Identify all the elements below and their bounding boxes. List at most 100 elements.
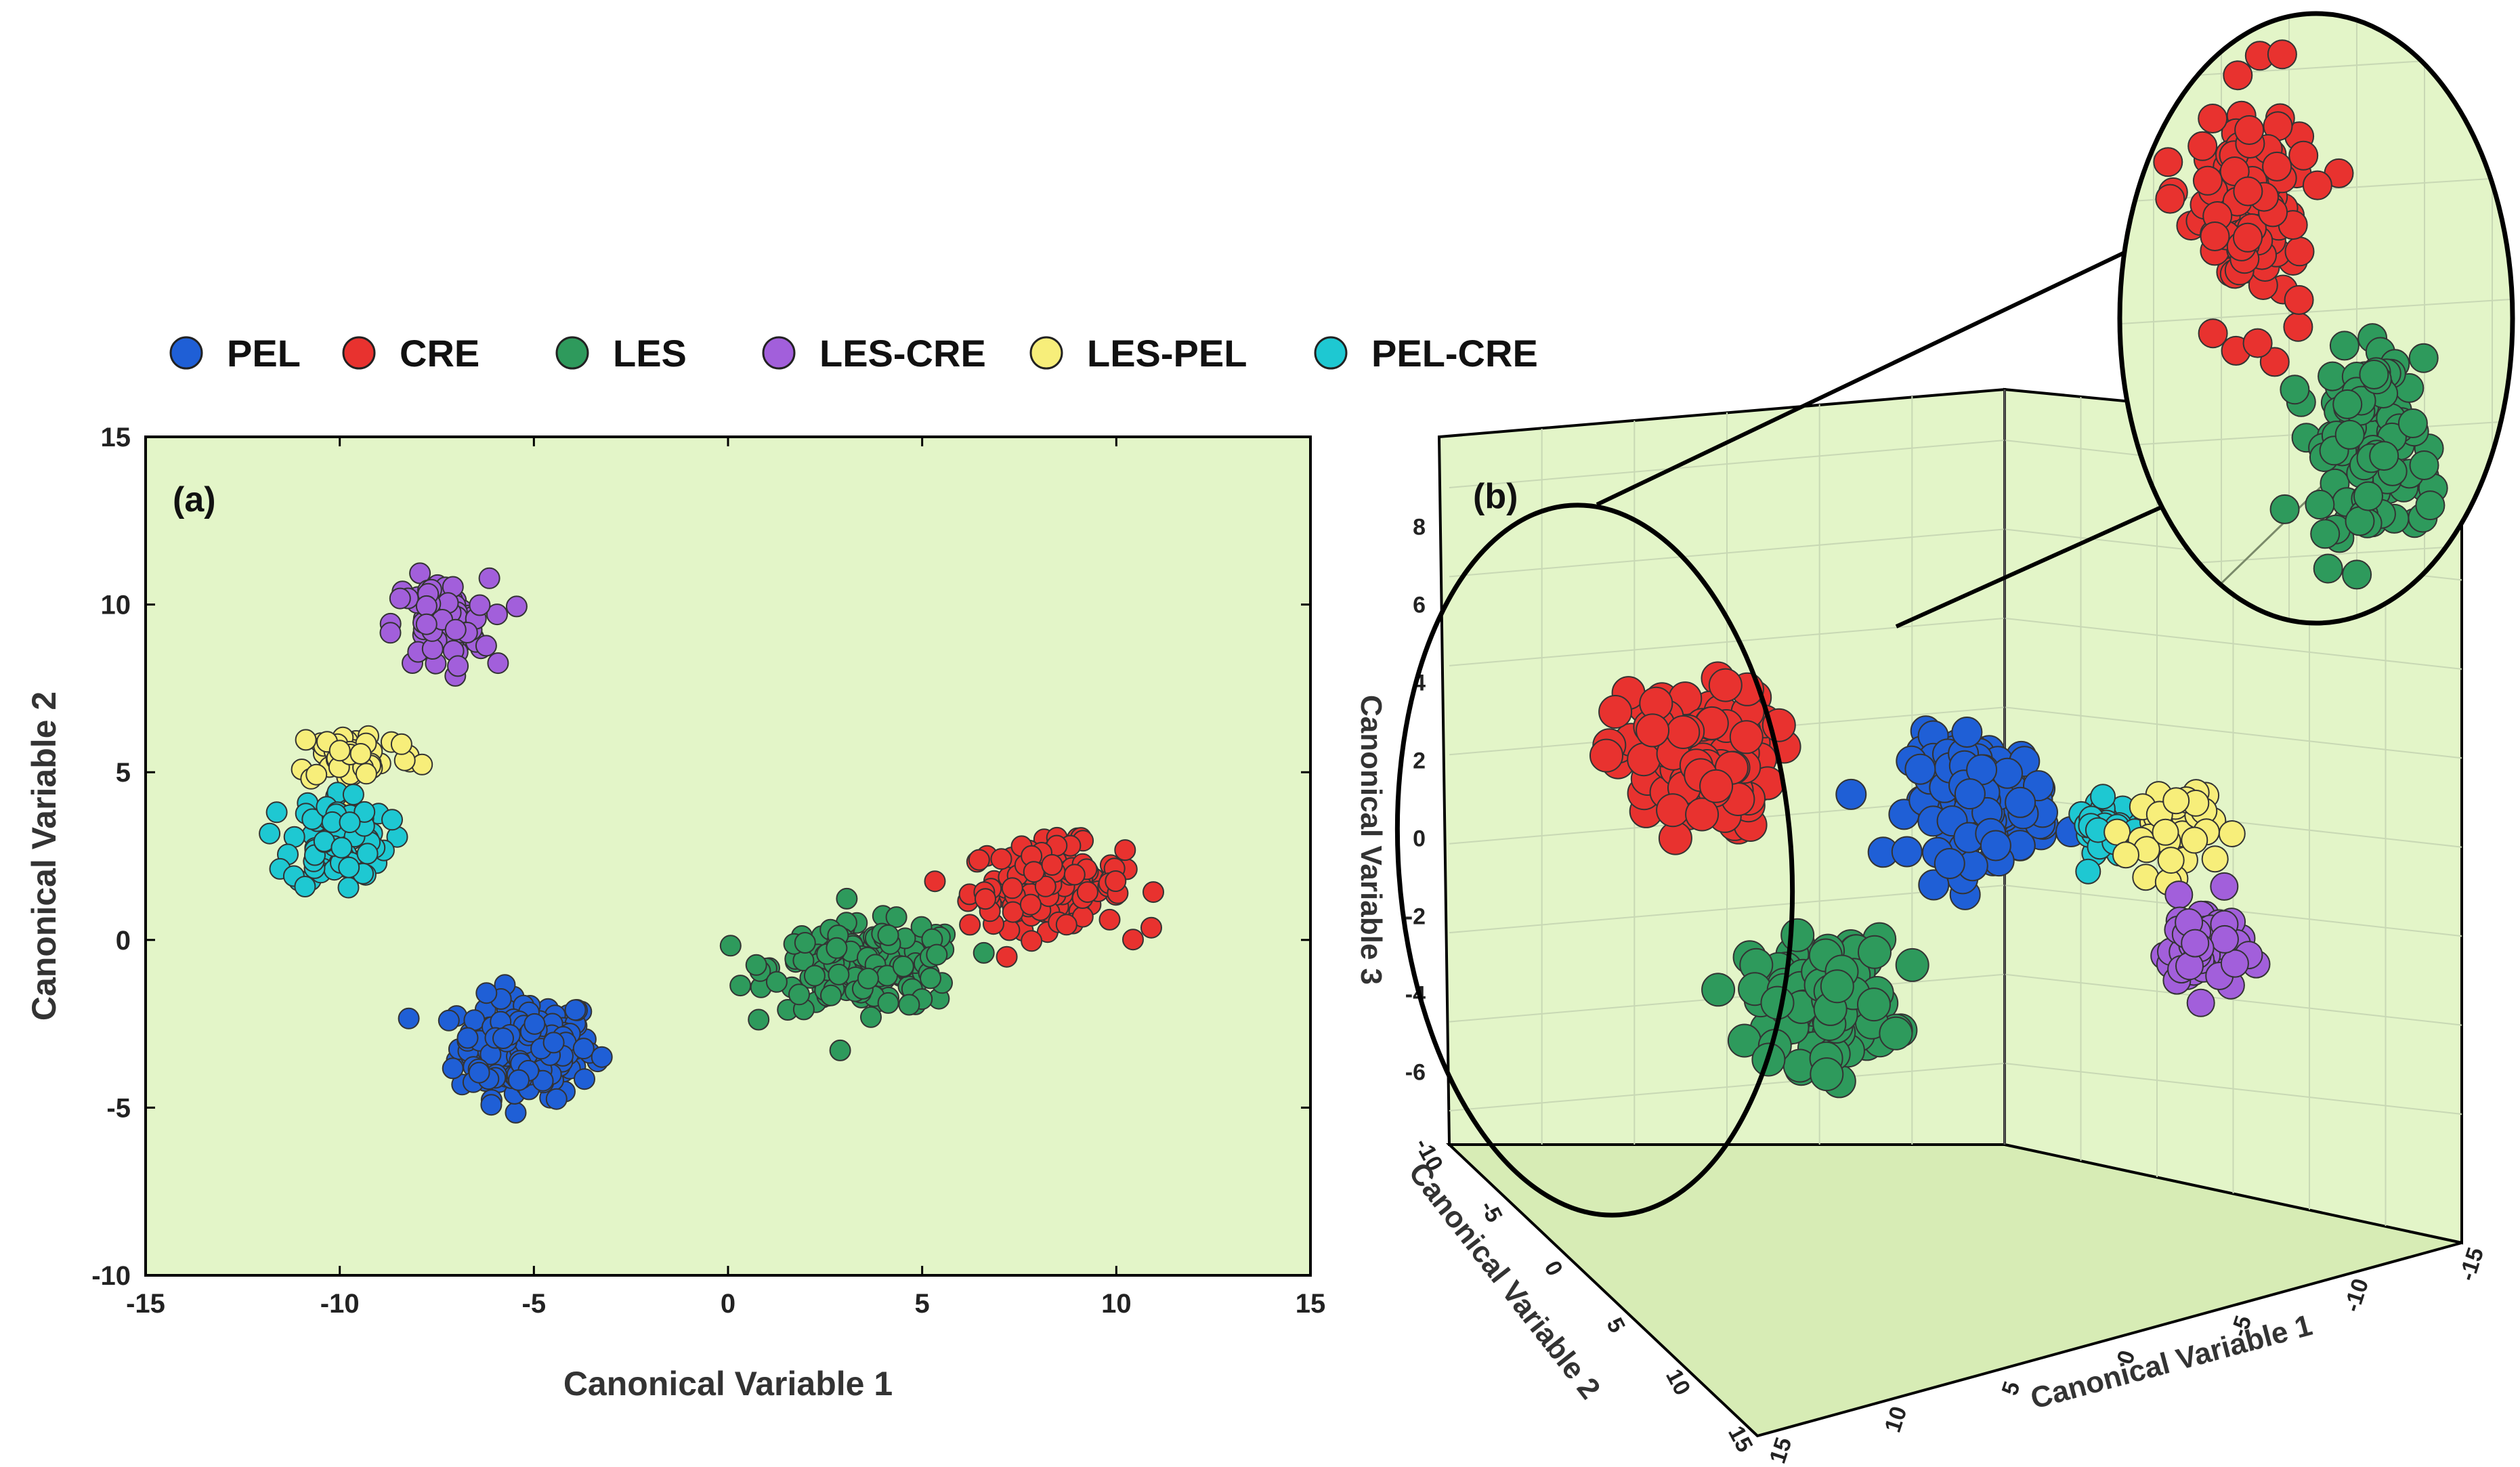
point-b-cre: [1589, 738, 1623, 773]
point-a-les-pel: [295, 729, 317, 751]
panel-a-y-tick-label: -10: [91, 1261, 131, 1291]
point-a-les-cre: [478, 567, 500, 589]
zoom-point-cre: [2259, 347, 2290, 377]
point-a-pel: [437, 1009, 460, 1032]
point-b-pel: [1954, 778, 1986, 810]
point-a-les: [877, 992, 899, 1014]
highlight-ellipse: [1394, 503, 1795, 1218]
point-b-les: [1820, 969, 1854, 1004]
zoom-point-cre: [2234, 115, 2265, 145]
point-b-les: [1879, 1016, 1913, 1050]
point-a-pel: [456, 1027, 479, 1049]
panel-b-z-tick-label: -2: [1405, 904, 1426, 930]
point-a-cre: [1001, 877, 1023, 899]
point-a-pel-cre: [338, 856, 360, 878]
point-b-les: [1857, 987, 1891, 1022]
point-b-cre: [1685, 797, 1720, 832]
zoom-point-les: [2334, 419, 2365, 450]
point-a-cre: [1021, 930, 1043, 952]
point-a-les: [920, 967, 941, 990]
point-a-cre: [968, 849, 990, 871]
panel-b-z-tick-label: 2: [1413, 748, 1426, 774]
zoom-point-les: [2408, 343, 2439, 373]
zoom-point-les: [2415, 490, 2446, 521]
point-a-cre: [975, 888, 996, 910]
point-a-cre: [1063, 864, 1086, 886]
panel-b-y-tick-label: 5: [1601, 1314, 1629, 1338]
point-b-cre: [1656, 793, 1690, 828]
point-b-les-cre: [2220, 949, 2249, 978]
point-a-cre: [1114, 839, 1136, 862]
point-a-cre: [1019, 893, 1042, 916]
zoom-point-cre: [2187, 131, 2218, 161]
point-a-les: [748, 1008, 770, 1031]
point-b-les-pel: [2132, 864, 2160, 891]
panel-a-x-tick-label: -15: [126, 1289, 165, 1319]
panel-a-y-tick-label: 10: [101, 591, 131, 620]
point-b-les: [1780, 918, 1815, 952]
point-a-les-pel: [390, 733, 412, 755]
point-a-les: [788, 983, 810, 1006]
panel-b-x-tick-label: 10: [1880, 1403, 1913, 1436]
panel-a-x-tick-label: 15: [1296, 1289, 1326, 1319]
point-a-les-cre: [444, 618, 467, 641]
point-b-les-pel: [2218, 820, 2246, 847]
point-a-les: [877, 924, 899, 946]
point-b-les: [1895, 948, 1929, 982]
point-a-cre: [924, 870, 946, 893]
point-a-pel-cre: [381, 809, 403, 831]
point-a-pel: [564, 999, 586, 1021]
point-a-les-cre: [447, 655, 469, 677]
zoom-inset-border: [2117, 11, 2515, 626]
legend-label-pel-cre: PEL-CRE: [1371, 332, 1538, 375]
point-b-les-cre: [2181, 929, 2210, 958]
point-a-cre: [959, 914, 981, 936]
point-a-les: [898, 994, 920, 1016]
point-a-pel: [505, 1101, 527, 1124]
point-a-pel: [475, 982, 498, 1004]
point-b-les-pel: [2162, 787, 2190, 815]
point-b-pel: [2005, 786, 2036, 818]
panel-a-x-tick-label: -10: [320, 1289, 360, 1319]
zoom-gridline: [2120, 297, 2513, 326]
panel-b-y-tick-label: 0: [1539, 1257, 1567, 1281]
panel-a-x-tick-label: 10: [1101, 1289, 1132, 1319]
panel-b-x-tick-label: 15: [1765, 1434, 1797, 1467]
legend-marker-les: [555, 336, 589, 370]
legend: PEL CRE LES LES-CRE LES-PEL PEL-CRE: [169, 332, 1538, 375]
point-a-cre: [1098, 908, 1121, 931]
point-a-cre: [1041, 854, 1063, 876]
panel-a-ylabel: Canonical Variable 2: [25, 692, 63, 1021]
point-b-cre: [1636, 713, 1670, 748]
point-a-cre: [1023, 861, 1045, 883]
zoom-point-cre: [2233, 222, 2263, 253]
zoom-point-cre: [2283, 312, 2313, 342]
point-a-pel-cre: [342, 784, 364, 806]
point-b-pel: [1992, 757, 2023, 789]
panel-a-y-tick-label: 5: [116, 758, 131, 788]
point-a-pel: [572, 1038, 595, 1060]
point-b-pel: [1980, 830, 2011, 862]
point-a-les-cre: [379, 622, 402, 644]
legend-marker-les-pel: [1029, 336, 1063, 370]
legend-label-pel: PEL: [227, 332, 301, 375]
point-a-cre: [990, 848, 1012, 870]
zoom-point-les: [2342, 559, 2372, 590]
panel-a-x-ticks: -15 -10 -5 0 5 10 15: [126, 437, 1325, 1319]
zoom-point-les: [2359, 360, 2389, 389]
zoom-point-les: [2353, 481, 2383, 511]
legend-marker-pel: [169, 336, 203, 370]
zoom-inset-points: [2153, 39, 2448, 590]
zoom-point-les: [2409, 450, 2439, 480]
point-b-les-pel: [2103, 818, 2131, 846]
point-a-pel: [480, 1094, 503, 1116]
panel-b-label: (b): [1473, 477, 1518, 516]
zoom-point-cre: [2198, 104, 2228, 133]
point-b-pel: [1918, 869, 1950, 901]
panel-a-x-tick-label: -5: [522, 1289, 547, 1319]
panel-a-y-tick-label: 15: [101, 423, 131, 452]
legend-marker-les-cre: [762, 336, 796, 370]
point-a-les-cre: [486, 603, 508, 626]
